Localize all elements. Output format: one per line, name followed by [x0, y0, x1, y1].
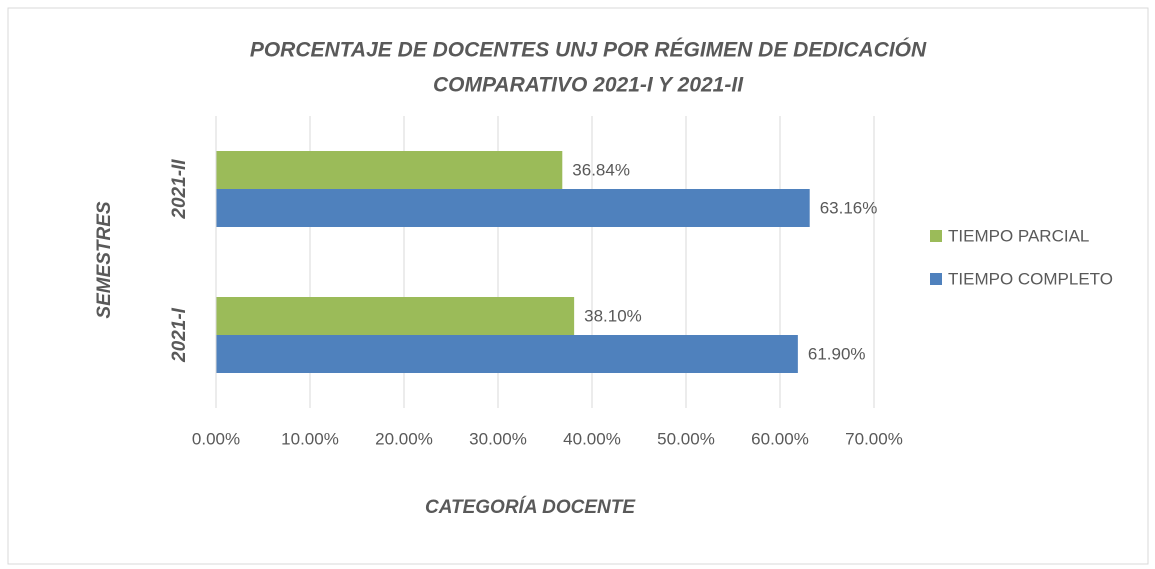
x-tick-label: 40.00% — [563, 429, 621, 448]
x-axis-title: CATEGORÍA DOCENTE — [425, 496, 636, 518]
x-tick-label: 70.00% — [845, 429, 903, 448]
x-tick-label: 60.00% — [751, 429, 809, 448]
x-tick-label: 20.00% — [375, 429, 433, 448]
legend-swatch — [930, 230, 942, 242]
legend-label: TIEMPO PARCIAL — [948, 226, 1089, 245]
chart-title: COMPARATIVO 2021-I Y 2021-II — [433, 74, 744, 97]
x-tick-label: 10.00% — [281, 429, 339, 448]
data-label: 61.90% — [808, 344, 866, 363]
data-label: 63.16% — [820, 198, 878, 217]
chart-title: PORCENTAJE DE DOCENTES UNJ POR RÉGIMEN D… — [250, 38, 927, 62]
x-tick-label: 30.00% — [469, 429, 527, 448]
data-label: 36.84% — [572, 160, 630, 179]
x-tick-label: 0.00% — [192, 429, 240, 448]
legend-label: TIEMPO COMPLETO — [948, 269, 1113, 288]
bar — [216, 189, 810, 227]
bar — [216, 151, 563, 189]
y-tick-label: 2021-II — [169, 159, 190, 220]
chart-border — [7, 7, 1149, 565]
bar — [216, 335, 798, 373]
x-tick-label: 50.00% — [657, 429, 715, 448]
y-axis-title: SEMESTRES — [94, 201, 115, 319]
data-label: 38.10% — [584, 306, 642, 325]
bar — [216, 297, 575, 335]
y-tick-label: 2021-I — [169, 307, 190, 363]
legend-swatch — [930, 273, 942, 285]
